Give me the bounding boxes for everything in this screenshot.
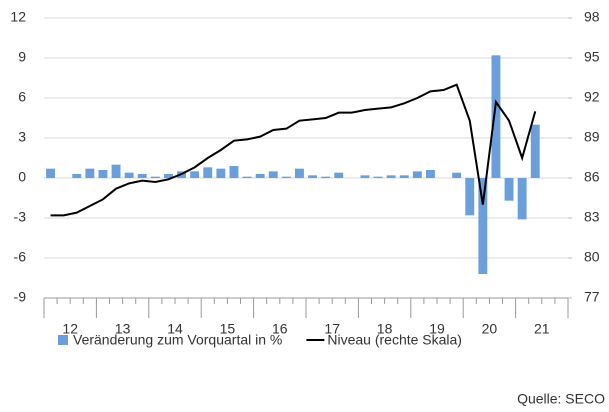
bar xyxy=(517,178,527,220)
y2-tick-label: 92 xyxy=(584,89,600,105)
legend-label: Veränderung zum Vorquartal in % xyxy=(73,332,282,348)
bar xyxy=(46,168,56,178)
legend-swatch xyxy=(58,335,68,345)
x-tick-label: 21 xyxy=(534,321,550,337)
bar xyxy=(163,174,173,178)
x-tick-label: 12 xyxy=(62,321,78,337)
y2-tick-label: 98 xyxy=(584,9,600,25)
y-tick-label: -9 xyxy=(14,289,27,305)
bar xyxy=(386,175,396,178)
bar xyxy=(111,164,121,178)
bar xyxy=(203,167,213,178)
x-tick-label: 16 xyxy=(272,321,288,337)
bar xyxy=(530,124,540,178)
x-tick-label: 13 xyxy=(115,321,131,337)
y-tick-label: 9 xyxy=(18,49,26,65)
bar xyxy=(268,171,278,178)
y2-tick-label: 89 xyxy=(584,129,600,145)
y2-tick-label: 95 xyxy=(584,49,600,65)
bar xyxy=(465,178,475,216)
bar xyxy=(85,168,95,178)
bar xyxy=(255,174,265,178)
bar xyxy=(308,175,318,178)
bar xyxy=(399,175,409,178)
y2-tick-label: 77 xyxy=(584,289,600,305)
y-tick-label: 6 xyxy=(18,89,26,105)
y-tick-label: -6 xyxy=(14,249,27,265)
bar xyxy=(452,172,462,178)
bar xyxy=(281,176,291,178)
x-tick-label: 17 xyxy=(324,321,340,337)
bar xyxy=(150,176,160,178)
bar xyxy=(412,171,422,178)
y2-tick-label: 86 xyxy=(584,169,600,185)
y-tick-label: -3 xyxy=(14,209,27,225)
y-tick-label: 3 xyxy=(18,129,26,145)
source: Quelle: SECO xyxy=(517,391,605,407)
x-tick-label: 20 xyxy=(482,321,498,337)
legend-label: Niveau (rechte Skala) xyxy=(327,332,462,348)
bar xyxy=(190,171,200,178)
x-tick-label: 19 xyxy=(429,321,445,337)
x-tick-label: 18 xyxy=(377,321,393,337)
bar xyxy=(491,55,501,179)
bar xyxy=(321,176,331,178)
bar xyxy=(98,170,108,178)
bar xyxy=(373,176,383,178)
bar xyxy=(72,174,82,178)
bar xyxy=(216,168,226,178)
line xyxy=(50,83,537,217)
bar xyxy=(124,172,134,178)
bar xyxy=(425,170,435,178)
bar xyxy=(137,174,147,178)
bar xyxy=(504,178,514,201)
bar xyxy=(294,168,304,178)
x-tick-label: 15 xyxy=(220,321,236,337)
bar xyxy=(360,175,370,178)
bar xyxy=(242,176,252,178)
bar xyxy=(478,178,488,274)
y-tick-label: 12 xyxy=(10,9,26,25)
y-tick-label: 0 xyxy=(18,169,26,185)
bar xyxy=(334,172,344,178)
y2-tick-label: 80 xyxy=(584,249,600,265)
bar xyxy=(229,166,239,178)
y2-tick-label: 83 xyxy=(584,209,600,225)
x-tick-label: 14 xyxy=(167,321,183,337)
